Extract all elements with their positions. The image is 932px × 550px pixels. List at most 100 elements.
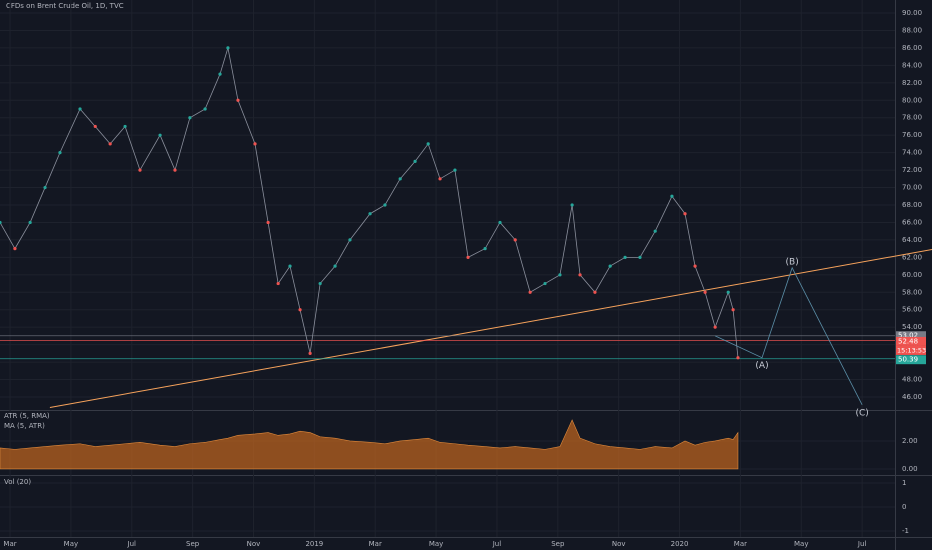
x-tick-label: May xyxy=(64,540,78,548)
y-tick-label: 56.00 xyxy=(902,306,922,314)
y-tick-label: 70.00 xyxy=(902,184,922,192)
y-tick-label: 2.00 xyxy=(902,437,918,445)
countdown: 15:13:53 xyxy=(897,346,926,354)
price-point xyxy=(413,159,417,163)
price-point xyxy=(483,247,487,251)
y-tick-label: 78.00 xyxy=(902,114,922,122)
price-label: 50.39 xyxy=(898,356,918,364)
price-label-bg xyxy=(896,336,926,346)
y-tick-label: 80.00 xyxy=(902,96,922,104)
price-point xyxy=(123,124,127,129)
price-point xyxy=(253,142,257,146)
price-point xyxy=(426,142,430,146)
x-tick-label: Mar xyxy=(369,540,382,548)
y-tick-label: 0.00 xyxy=(902,465,918,473)
price-label-bg xyxy=(896,355,926,365)
x-tick-label: May xyxy=(794,540,808,548)
price-point xyxy=(0,220,2,225)
price-point xyxy=(333,264,337,268)
price-label-bg xyxy=(896,331,926,341)
price-point xyxy=(513,238,517,242)
price-point xyxy=(203,107,207,111)
wave-label: (A) xyxy=(755,361,768,371)
price-point xyxy=(670,194,674,198)
y-tick-label: 66.00 xyxy=(902,218,922,226)
price-label: 53.02 xyxy=(898,332,918,340)
price-point xyxy=(173,168,177,172)
y-tick-label: 76.00 xyxy=(902,131,922,139)
y-tick-label: 74.00 xyxy=(902,149,922,157)
price-point xyxy=(693,264,697,268)
indicator-title: ATR (5, RMA) xyxy=(4,412,50,420)
price-point xyxy=(308,351,312,355)
y-tick-label: -1 xyxy=(902,527,909,535)
y-tick-label: 54.00 xyxy=(902,323,922,331)
price-point xyxy=(731,308,735,312)
x-tick-label: Nov xyxy=(612,540,626,548)
price-point xyxy=(543,281,547,286)
atr-area xyxy=(0,419,739,470)
price-point xyxy=(158,133,162,137)
y-tick-label: 84.00 xyxy=(902,61,922,69)
price-point xyxy=(608,264,612,268)
x-tick-label: Jul xyxy=(127,540,137,548)
price-label: 52.48 xyxy=(898,337,918,345)
price-point xyxy=(398,177,402,181)
price-point xyxy=(108,142,112,146)
x-tick-label: Nov xyxy=(247,540,261,548)
price-point xyxy=(383,203,387,207)
price-point xyxy=(438,177,442,181)
price-point xyxy=(578,273,582,277)
price-point xyxy=(368,212,372,216)
x-tick-label: May xyxy=(429,540,443,548)
wave-label: (C) xyxy=(855,408,868,418)
price-point xyxy=(78,107,82,111)
x-tick-label: 2020 xyxy=(671,540,689,548)
price-point xyxy=(318,281,322,286)
price-point xyxy=(570,203,574,207)
indicator-title: MA (5, ATR) xyxy=(4,422,45,430)
price-point xyxy=(453,168,457,172)
price-point xyxy=(726,290,730,294)
x-tick-label: Mar xyxy=(734,540,747,548)
y-tick-label: 88.00 xyxy=(902,26,922,34)
y-tick-label: 64.00 xyxy=(902,236,922,244)
price-point xyxy=(638,255,642,259)
price-point xyxy=(466,255,470,259)
indicator-title: Vol (20) xyxy=(4,478,31,486)
price-point xyxy=(528,290,532,294)
trendline xyxy=(49,249,932,408)
price-point xyxy=(653,229,657,233)
y-tick-label: 72.00 xyxy=(902,166,922,174)
price-point xyxy=(713,325,717,329)
y-tick-label: 86.00 xyxy=(902,44,922,52)
price-point xyxy=(13,247,17,251)
y-tick-label: 62.00 xyxy=(902,253,922,261)
y-tick-label: 46.00 xyxy=(902,393,922,401)
y-tick-label: 60.00 xyxy=(902,271,922,279)
chart-title: CFDs on Brent Crude Oil, 1D, TVC xyxy=(6,2,124,10)
wave-projection xyxy=(714,266,863,406)
price-point xyxy=(266,220,270,225)
wave-label: (B) xyxy=(786,257,799,267)
y-tick-label: 48.00 xyxy=(902,376,922,384)
price-point xyxy=(298,308,302,312)
y-tick-label: 90.00 xyxy=(902,9,922,17)
price-point xyxy=(593,290,597,294)
x-tick-label: Sep xyxy=(186,540,200,548)
price-point xyxy=(498,220,502,225)
x-tick-label: Mar xyxy=(3,540,16,548)
price-point xyxy=(28,220,32,225)
y-tick-label: 58.00 xyxy=(902,288,922,296)
price-point xyxy=(683,212,687,216)
price-point xyxy=(623,255,627,259)
price-point xyxy=(558,273,562,277)
price-point xyxy=(226,46,230,50)
price-point xyxy=(188,116,192,120)
x-tick-label: Sep xyxy=(551,540,565,548)
price-point xyxy=(218,72,222,76)
countdown-bg xyxy=(896,345,926,355)
x-tick-label: 2019 xyxy=(305,540,323,548)
y-tick-label: 1 xyxy=(902,479,906,487)
